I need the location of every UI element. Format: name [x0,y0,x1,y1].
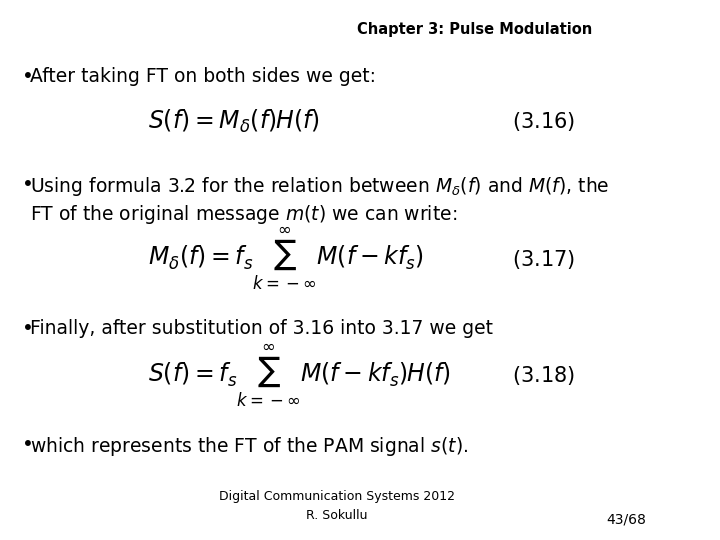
Text: Chapter 3: Pulse Modulation: Chapter 3: Pulse Modulation [357,22,593,37]
Text: •: • [22,176,33,194]
Text: •: • [22,319,33,338]
Text: Finally, after substitution of 3.16 into 3.17 we get: Finally, after substitution of 3.16 into… [30,319,493,338]
Text: Digital Communication Systems 2012: Digital Communication Systems 2012 [219,490,455,503]
Text: $S(f) = M_{\delta}(f)H(f)$: $S(f) = M_{\delta}(f)H(f)$ [148,108,320,135]
Text: $(3.17)$: $(3.17)$ [512,248,575,271]
Text: •: • [22,435,33,454]
Text: which represents the FT of the PAM signal $s(t)$.: which represents the FT of the PAM signa… [30,435,469,458]
Text: $(3.16)$: $(3.16)$ [512,110,575,133]
Text: FT of the original message $m(t)$ we can write:: FT of the original message $m(t)$ we can… [30,202,457,226]
Text: $M_{\delta}(f) = f_s \sum_{k=-\infty}^{\infty} M(f - kf_s)$: $M_{\delta}(f) = f_s \sum_{k=-\infty}^{\… [148,226,424,293]
Text: 43/68: 43/68 [607,512,647,526]
Text: R. Sokullu: R. Sokullu [306,509,367,522]
Text: •: • [22,68,33,86]
Text: Using formula 3.2 for the relation between $M_{\delta}(f)$ and $M(f)$, the: Using formula 3.2 for the relation betwe… [30,176,610,199]
Text: After taking FT on both sides we get:: After taking FT on both sides we get: [30,68,377,86]
Text: $(3.18)$: $(3.18)$ [512,364,575,387]
Text: $S(f) = f_s \sum_{k=-\infty}^{\infty} M(f - kf_s)H(f)$: $S(f) = f_s \sum_{k=-\infty}^{\infty} M(… [148,342,451,409]
